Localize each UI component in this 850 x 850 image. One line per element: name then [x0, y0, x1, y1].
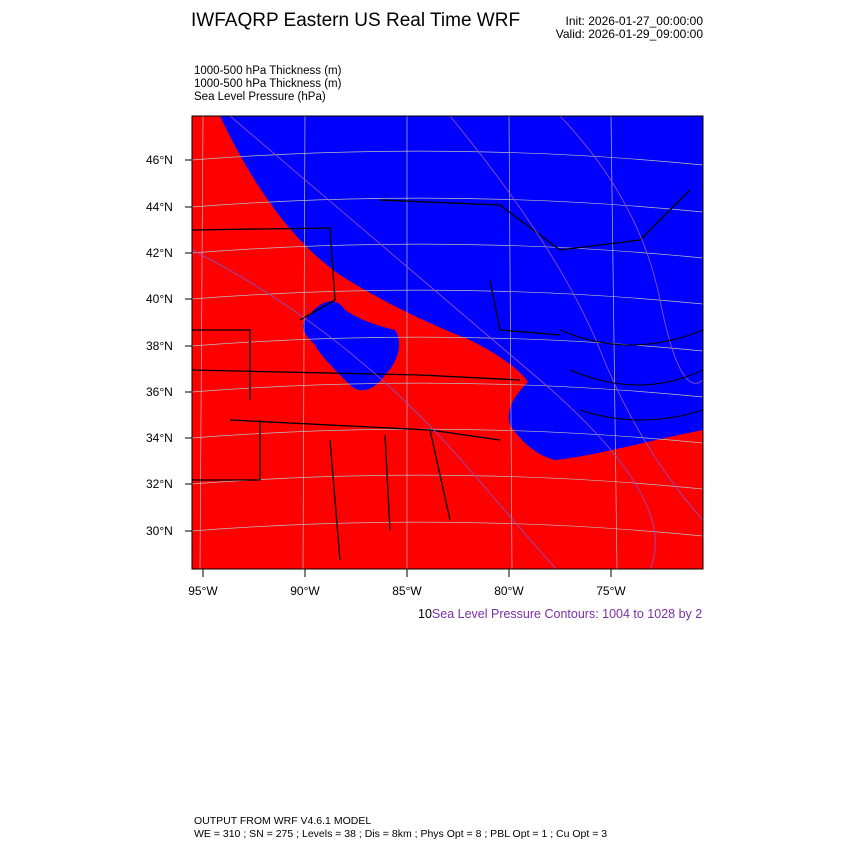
lon-label: 80°W — [494, 584, 524, 598]
lon-label: 75°W — [596, 584, 626, 598]
slp-contours — [192, 116, 703, 569]
map-frame — [191, 115, 704, 570]
lon-label: 85°W — [392, 584, 422, 598]
thickness-contours — [559, 329, 703, 421]
plot-title: IWFAQRP Eastern US Real Time WRF — [191, 10, 521, 31]
contour-info: 10Sea Level Pressure Contours: 1004 to 1… — [418, 607, 702, 621]
lon-label: 95°W — [188, 584, 218, 598]
field-label-2: 1000-500 hPa Thickness (m) — [194, 78, 342, 90]
lat-label: 42°N — [146, 246, 173, 260]
state-boundaries — [192, 189, 691, 561]
lat-label: 44°N — [146, 200, 173, 214]
footer-config: WE = 310 ; SN = 275 ; Levels = 38 ; Dis … — [194, 828, 608, 840]
valid-time: Valid: 2026-01-29_09:00:00 — [555, 27, 703, 41]
cold-thickness-region — [220, 116, 703, 460]
grid-lines — [192, 116, 703, 569]
lat-label: 46°N — [146, 153, 173, 167]
lat-ticks — [185, 159, 192, 532]
init-time: Init: 2026-01-27_00:00:00 — [565, 14, 703, 28]
footer-model: OUTPUT FROM WRF V4.6.1 MODEL — [194, 815, 372, 827]
contour-info-prefix: 10 — [418, 607, 432, 621]
lon-label: 90°W — [290, 584, 320, 598]
lat-label: 36°N — [146, 385, 173, 399]
cold-pocket — [303, 301, 400, 391]
lat-label: 32°N — [146, 477, 173, 491]
lat-label: 30°N — [146, 524, 173, 538]
contour-info-label: Sea Level Pressure Contours: 1004 to 102… — [431, 607, 703, 621]
lon-ticks — [202, 569, 612, 577]
field-label-1: 1000-500 hPa Thickness (m) — [194, 65, 342, 77]
lat-label: 40°N — [146, 292, 173, 306]
lat-label: 38°N — [146, 339, 173, 353]
lat-label: 34°N — [146, 431, 173, 445]
field-label-3: Sea Level Pressure (hPa) — [194, 91, 326, 103]
